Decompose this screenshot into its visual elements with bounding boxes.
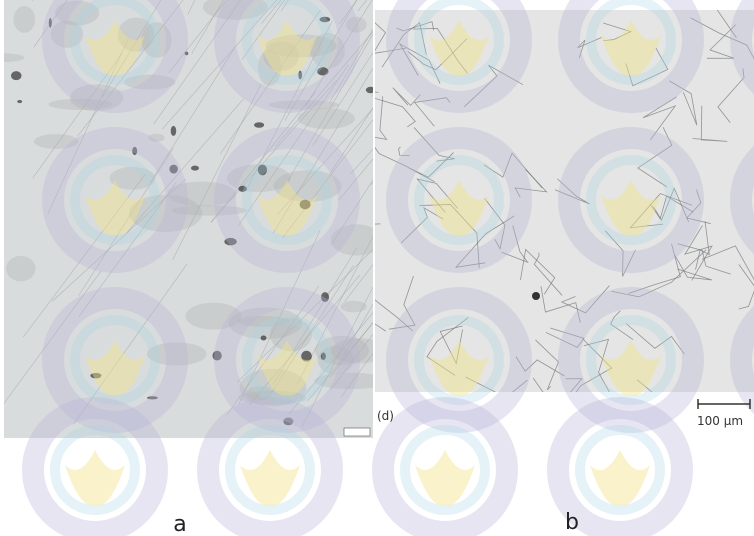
panel-label-b: b bbox=[565, 510, 579, 535]
figure: (d) 100 µm a b bbox=[0, 0, 754, 536]
stain bbox=[6, 256, 35, 281]
pit bbox=[254, 122, 264, 128]
watermark-lotus bbox=[65, 450, 125, 506]
pit bbox=[366, 87, 375, 93]
stain bbox=[340, 301, 367, 313]
pit bbox=[171, 126, 177, 136]
scale-box bbox=[344, 428, 370, 436]
inclusion bbox=[532, 292, 540, 300]
pit bbox=[191, 166, 199, 171]
pit bbox=[11, 71, 22, 80]
panel-label-a: a bbox=[173, 512, 186, 536]
watermark-lotus bbox=[590, 450, 650, 506]
stain bbox=[13, 6, 35, 33]
scale-bar-label: 100 µm bbox=[697, 414, 743, 428]
inset-label: (d) bbox=[377, 409, 394, 423]
watermark-lotus bbox=[415, 450, 475, 506]
stain bbox=[298, 108, 355, 129]
pit bbox=[261, 335, 267, 340]
pit bbox=[17, 100, 22, 103]
watermark-lotus bbox=[240, 450, 300, 506]
